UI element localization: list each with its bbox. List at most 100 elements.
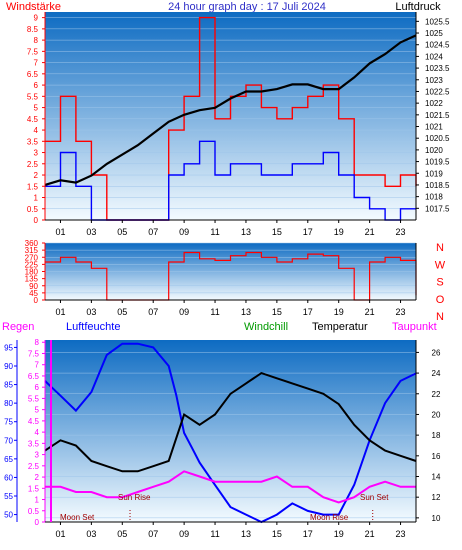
pressure-axis-tick-label: 1019.5 <box>425 158 450 167</box>
humidity-axis-tick-label: 85 <box>4 381 13 390</box>
panel2-x-tick-label-07: 07 <box>148 307 158 317</box>
wind-axis-tick-label: 9 <box>34 14 39 23</box>
direction-axis-tick-label: 315 <box>25 246 39 255</box>
wind-axis-tick-label: 3.5 <box>27 137 39 146</box>
rain-axis-tick-label: 5 <box>35 406 40 415</box>
panel3-x-tick-label-03: 03 <box>86 529 96 539</box>
rain-axis-tick-label: 2.5 <box>28 462 40 471</box>
panel3-x-tick-label-01: 01 <box>55 529 65 539</box>
wind-axis-tick-label: 5 <box>34 104 39 113</box>
rain-axis-tick-label: 6.5 <box>28 372 40 381</box>
panel1-x-tick-label-07: 07 <box>148 227 158 237</box>
rain-axis-tick-label: 3 <box>35 451 40 460</box>
direction-axis-tick-label: 360 <box>25 239 39 248</box>
direction-axis-tick-label: 270 <box>25 253 39 262</box>
humidity-axis-tick-label: 70 <box>4 436 13 445</box>
humidity-axis-tick-label: 90 <box>4 362 13 371</box>
rain-axis-tick-label: 4 <box>35 428 40 437</box>
compass-label-o: O <box>436 294 445 306</box>
rain-axis-tick-label: 2 <box>35 473 40 482</box>
wind-axis-tick-label: 6 <box>34 81 39 90</box>
panel1-x-tick-label-15: 15 <box>272 227 282 237</box>
wind-axis-tick-label: 1.5 <box>27 182 39 191</box>
wind-axis-tick-label: 6.5 <box>27 70 39 79</box>
temperature-axis-tick-label: 18 <box>432 431 441 440</box>
wind-axis-tick-label: 7.5 <box>27 47 39 56</box>
humidity-axis-tick-label: 95 <box>4 343 13 352</box>
panel2-x-tick-label-19: 19 <box>334 307 344 317</box>
temperature-axis-tick-label: 22 <box>432 390 441 399</box>
temperature-legend: Temperatur <box>312 321 368 333</box>
pressure-axis-tick-label: 1023.5 <box>425 64 450 73</box>
pressure-axis-tick-label: 1022.5 <box>425 87 450 96</box>
panel1-series-0 <box>45 16 417 221</box>
rain-axis-tick-label: 0.5 <box>28 507 40 516</box>
sun-rise-annotation: Sun Rise <box>118 493 151 502</box>
rain-axis-tick-label: 0 <box>35 518 40 527</box>
panel1-x-tick-label-17: 17 <box>303 227 313 237</box>
compass-label-s: S <box>436 277 443 289</box>
compass-label-w: W <box>435 259 446 271</box>
humidity-axis-tick-label: 65 <box>4 455 13 464</box>
rain-axis-tick-label: 7 <box>35 361 40 370</box>
panel2-x-tick-label-05: 05 <box>117 307 127 317</box>
direction-axis-tick-label: 45 <box>29 289 38 298</box>
pressure-axis-tick-label: 1021.5 <box>425 111 450 120</box>
wind-axis-title: Windstärke <box>6 1 61 13</box>
wind-axis-tick-label: 7 <box>34 59 39 68</box>
pressure-axis-title: Luftdruck <box>395 1 441 13</box>
moon-set-annotation: Moon Set <box>60 513 95 522</box>
panel1-x-tick-label-23: 23 <box>396 227 406 237</box>
chart-title: 24 hour graph day : 17 Juli 2024 <box>168 1 326 13</box>
panel2-x-tick-label-13: 13 <box>241 307 251 317</box>
pressure-axis-tick-label: 1018.5 <box>425 181 450 190</box>
panel3-x-tick-label-23: 23 <box>396 529 406 539</box>
dewpoint-legend: Taupunkt <box>392 321 437 333</box>
wind-axis-tick-label: 4.5 <box>27 115 39 124</box>
windchill-legend: Windchill <box>244 321 288 333</box>
humidity-legend: Luftfeuchte <box>66 321 120 333</box>
moon-rise-annotation: Moon Rise <box>310 513 349 522</box>
wind-axis-tick-label: 0 <box>34 216 39 225</box>
panel3-x-tick-label-13: 13 <box>241 529 251 539</box>
pressure-axis-tick-label: 1023 <box>425 76 443 85</box>
panel3-series-2 <box>45 470 416 504</box>
panel3-x-tick-label-09: 09 <box>179 529 189 539</box>
compass-label-n: N <box>436 311 444 323</box>
panel1-series-2 <box>44 34 417 186</box>
rain-axis-tick-label: 3.5 <box>28 439 40 448</box>
temperature-axis-tick-label: 24 <box>432 369 441 378</box>
rain-axis-tick-label: 6 <box>35 383 40 392</box>
humidity-axis-tick-label: 80 <box>4 399 13 408</box>
panel3-x-tick-label-11: 11 <box>210 529 219 539</box>
panel2-x-tick-label-21: 21 <box>365 307 375 317</box>
wind-axis-tick-label: 5.5 <box>27 92 39 101</box>
pressure-axis-tick-label: 1018 <box>425 193 443 202</box>
pressure-axis-tick-label: 1021 <box>425 123 443 132</box>
rain-axis-tick-label: 1.5 <box>28 484 40 493</box>
panel1-x-tick-label-11: 11 <box>210 227 219 237</box>
wind-axis-tick-label: 0.5 <box>27 205 39 214</box>
panel3-x-tick-label-19: 19 <box>334 529 344 539</box>
panel2-x-tick-label-23: 23 <box>396 307 406 317</box>
pressure-axis-tick-label: 1017.5 <box>425 204 450 213</box>
humidity-axis-tick-label: 50 <box>4 511 13 520</box>
temperature-humidity-panel <box>45 340 416 522</box>
panel2-x-tick-label-09: 09 <box>179 307 189 317</box>
direction-axis-tick-label: 0 <box>34 296 39 305</box>
panel2-x-tick-label-01: 01 <box>55 307 65 317</box>
rain-axis-tick-label: 5.5 <box>28 394 40 403</box>
panel3-x-tick-label-07: 07 <box>148 529 158 539</box>
wind-axis-tick-label: 2.5 <box>27 160 39 169</box>
temperature-axis-tick-label: 12 <box>432 493 441 502</box>
wind-axis-tick-label: 8 <box>34 36 39 45</box>
temperature-axis-tick-label: 10 <box>432 514 441 523</box>
rain-axis-tick-label: 1 <box>35 496 40 505</box>
wind-axis-tick-label: 1 <box>34 194 39 203</box>
temperature-axis-tick-label: 26 <box>432 348 441 357</box>
panel2-x-tick-label-03: 03 <box>86 307 96 317</box>
panel2-x-tick-label-15: 15 <box>272 307 282 317</box>
panel3-x-tick-label-15: 15 <box>272 529 282 539</box>
